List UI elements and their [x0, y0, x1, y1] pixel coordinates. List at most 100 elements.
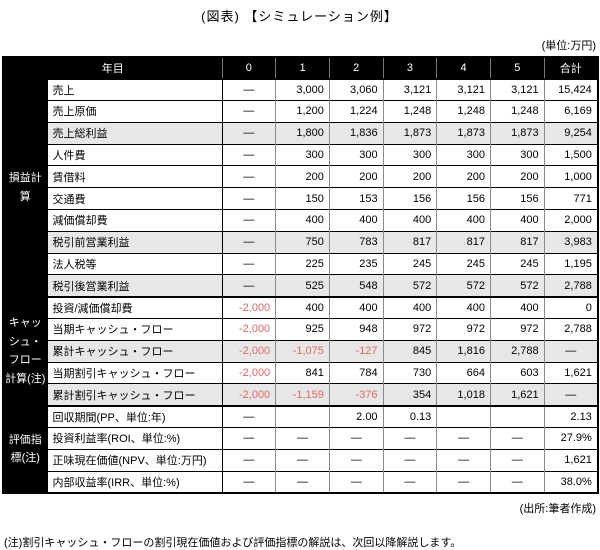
table-row: 減価償却費 ― 400 400 400 400 400 2,000 [3, 209, 598, 232]
value-cell: 300 [489, 143, 545, 166]
value-cell: 245 [382, 252, 437, 275]
value-cell: -2,000 [221, 318, 276, 341]
value-cell: -127 [328, 339, 384, 363]
table-row: 累計割引キャッシュ・フロー -2,000 -1,159 -376 354 1,018 1,6… [3, 383, 598, 406]
table-row: 賃借料 ― 200 200 200 200 200 1,000 [3, 165, 598, 188]
value-cell: 1,248 [436, 100, 491, 123]
row-label: 累計キャッシュ・フロー [46, 339, 222, 363]
row-label: 売上総利益 [46, 121, 222, 145]
value-cell: -2,000 [221, 295, 276, 319]
row-label: 売上 [46, 77, 222, 101]
value-cell: ― [221, 404, 276, 428]
value-cell: -1,159 [275, 383, 330, 406]
table-row: 評価指標(注) 回収期間(PP、単位:年) ― 2.00 0.13 2.13 [3, 404, 598, 493]
value-cell: 400 [436, 295, 491, 319]
value-cell: 784 [328, 361, 384, 384]
value-cell: 572 [489, 274, 545, 297]
table-header-row: 年目 0 1 2 3 4 5 合計 [3, 57, 598, 80]
table-row: 内部収益率(IRR、単位:%) ― ― ― ― ― ― 38.0% [3, 470, 598, 493]
value-cell: ― [489, 470, 545, 493]
value-cell: 9,254 [543, 121, 598, 145]
year-header-cell: 1 [275, 57, 330, 80]
value-cell: ― [489, 448, 545, 472]
value-cell: 400 [275, 295, 330, 319]
value-cell: 225 [275, 252, 330, 275]
value-cell: 750 [275, 230, 330, 254]
value-cell: -2,000 [221, 383, 276, 406]
row-label: 税引前営業利益 [46, 230, 222, 254]
value-cell: ― [221, 230, 276, 254]
value-cell: 730 [382, 361, 437, 384]
value-cell: 156 [436, 187, 491, 210]
value-cell: 156 [382, 187, 437, 210]
row-group-label: キャッシュ・フロー計算(注) [3, 295, 47, 406]
value-cell: ― [221, 143, 276, 166]
value-cell: 572 [436, 274, 491, 297]
table-row: 投資利益率(ROI、単位:%) ― ― ― ― ― ― 27.9% [3, 427, 598, 450]
source-note: (出所:筆者作成) [519, 502, 596, 515]
value-cell: 771 [543, 187, 598, 210]
value-cell: 15,424 [543, 77, 598, 101]
row-label: 回収期間(PP、単位:年) [46, 404, 222, 428]
value-cell: 200 [275, 165, 330, 188]
value-cell: 972 [382, 318, 437, 341]
value-cell: 925 [275, 318, 330, 341]
row-label: 税引後営業利益 [46, 274, 222, 297]
value-cell: 400 [436, 209, 491, 232]
value-cell: 400 [489, 209, 545, 232]
value-cell: 200 [382, 165, 437, 188]
value-cell: ― [328, 448, 384, 472]
value-cell: -2,000 [221, 339, 276, 363]
table-row: 人件費 ― 300 300 300 300 300 1,500 [3, 143, 598, 166]
value-cell: ― [221, 187, 276, 210]
value-cell: 817 [436, 230, 491, 254]
value-cell: 400 [328, 209, 384, 232]
value-cell [436, 404, 491, 428]
table-row: 累計キャッシュ・フロー -2,000 -1,075 -127 845 1,816 2,788… [3, 339, 598, 363]
value-cell: 2,000 [543, 209, 598, 232]
value-cell: ― [275, 470, 330, 493]
value-cell: ― [221, 427, 276, 450]
value-cell: 400 [328, 295, 384, 319]
value-cell: 2.13 [543, 404, 598, 428]
value-cell: 300 [275, 143, 330, 166]
value-cell: ― [436, 470, 491, 493]
value-cell: 664 [436, 361, 491, 384]
table-body: 損益計算 売上 ― 3,000 3,060 3,121 3,121 3,121 15,424 売上… [3, 77, 598, 493]
value-cell: ― [436, 448, 491, 472]
value-cell: ― [275, 448, 330, 472]
value-cell: 235 [328, 252, 384, 275]
value-cell: 200 [328, 165, 384, 188]
value-cell: 200 [489, 165, 545, 188]
value-cell: ― [543, 383, 598, 406]
value-cell: 153 [328, 187, 384, 210]
value-cell: 3,121 [489, 77, 545, 101]
corner-header-cell: 年目 [3, 57, 222, 80]
value-cell [275, 404, 330, 428]
row-label: 人件費 [46, 143, 222, 166]
value-cell: 1,224 [328, 100, 384, 123]
value-cell: 1,500 [543, 143, 598, 166]
row-group-label: 評価指標(注) [3, 404, 47, 493]
value-cell: 817 [489, 230, 545, 254]
value-cell: 400 [382, 209, 437, 232]
value-cell: ― [221, 165, 276, 188]
value-cell: 27.9% [543, 427, 598, 450]
row-label: 投資利益率(ROI、単位:%) [46, 427, 222, 450]
value-cell: 0 [543, 295, 598, 319]
row-label: 法人税等 [46, 252, 222, 275]
value-cell: 1,000 [543, 165, 598, 188]
value-cell: 3,121 [382, 77, 437, 101]
year-header-cell: 4 [436, 57, 491, 80]
value-cell: 245 [436, 252, 491, 275]
table-row: 損益計算 売上 ― 3,000 3,060 3,121 3,121 3,121 15,424 [3, 77, 598, 297]
value-cell: 354 [382, 383, 437, 406]
table-row: 税引後営業利益 ― 525 548 572 572 572 2,788 [3, 274, 598, 297]
table-row: 税引前営業利益 ― 750 783 817 817 817 3,983 [3, 230, 598, 254]
row-label: 当期キャッシュ・フロー [46, 318, 222, 341]
table-row: 法人税等 ― 225 235 245 245 245 1,195 [3, 252, 598, 275]
value-cell: 3,983 [543, 230, 598, 254]
value-cell [489, 404, 545, 428]
year-header-cell: 5 [489, 57, 545, 80]
